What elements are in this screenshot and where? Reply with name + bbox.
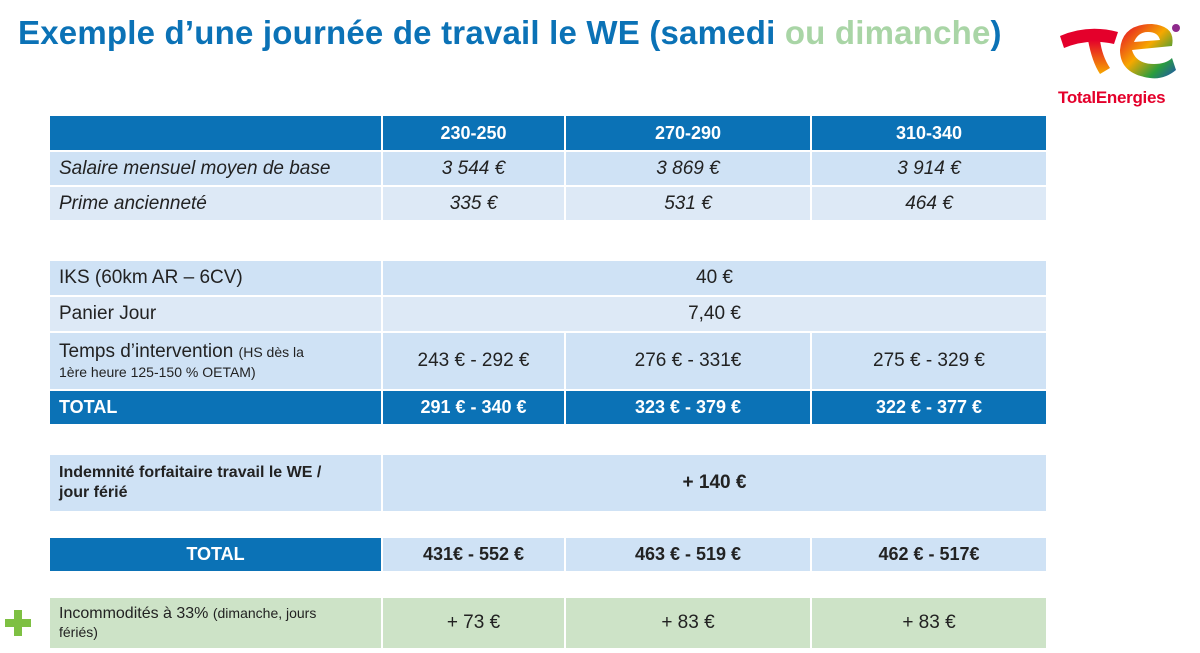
table-cell: + 83 € — [812, 598, 1046, 650]
row-label-incommodites: Incommodités à 33% (dimanche, jours féri… — [50, 598, 383, 650]
table-cell: 276 € - 331€ — [566, 333, 812, 391]
temps-label-main: Temps d’intervention — [59, 341, 239, 363]
table-cell: 335 € — [383, 187, 566, 222]
row-label-panier: Panier Jour — [50, 297, 383, 333]
table-cell: 291 € - 340 € — [383, 391, 566, 426]
table-row: Salaire mensuel moyen de base 3 544 € 3 … — [50, 152, 1046, 187]
row-label-prime: Prime ancienneté — [50, 187, 383, 222]
grand-total-table: TOTAL 431€ - 552 € 463 € - 519 € 462 € -… — [50, 538, 1046, 573]
indemnite-value: + 140 € — [383, 455, 1046, 513]
total-label: TOTAL — [50, 391, 383, 426]
plus-icon — [5, 610, 31, 636]
temps-label-note: (HS dès la — [238, 344, 304, 361]
header-empty-cell — [50, 116, 383, 152]
total-row: TOTAL 291 € - 340 € 323 € - 379 € 322 € … — [50, 391, 1046, 426]
page-title: Exemple d’une journée de travail le WE (… — [18, 14, 1002, 52]
salary-header-row: 230-250 270-290 310-340 — [50, 116, 1046, 152]
header-310-340: 310-340 — [812, 116, 1046, 152]
table-cell: + 73 € — [383, 598, 566, 650]
header-230-250: 230-250 — [383, 116, 566, 152]
table-cell: 431€ - 552 € — [383, 538, 566, 573]
logo-brand-text: TotalEnergies — [1058, 88, 1166, 107]
table-row: Temps d’intervention (HS dès la 1ère heu… — [50, 333, 1046, 391]
grand-total-label: TOTAL — [50, 538, 383, 573]
incommodites-label-main: Incommodités à 33% — [59, 605, 213, 623]
table-cell: 464 € — [812, 187, 1046, 222]
title-part-1: Exemple d’une journée de travail le WE (… — [18, 14, 785, 51]
table-cell: 243 € - 292 € — [383, 333, 566, 391]
incommodites-label-note: (dimanche, jours — [212, 605, 317, 622]
header-270-290: 270-290 — [566, 116, 812, 152]
table-cell: 275 € - 329 € — [812, 333, 1046, 391]
row-label-salaire: Salaire mensuel moyen de base — [50, 152, 383, 187]
row-label-iks: IKS (60km AR – 6CV) — [50, 261, 383, 297]
table-cell: 3 544 € — [383, 152, 566, 187]
temps-label-note-2: 1ère heure 125-150 % OETAM) — [59, 364, 256, 381]
table-cell: + 83 € — [566, 598, 812, 650]
table-cell: 7,40 € — [383, 297, 1046, 333]
table-row: IKS (60km AR – 6CV) 40 € — [50, 261, 1046, 297]
table-row: Panier Jour 7,40 € — [50, 297, 1046, 333]
table-cell: 531 € — [566, 187, 812, 222]
table-cell: 323 € - 379 € — [566, 391, 812, 426]
table-row: Prime ancienneté 335 € 531 € 464 € — [50, 187, 1046, 222]
indemnite-label-line2: jour férié — [59, 484, 128, 501]
total-row: TOTAL 431€ - 552 € 463 € - 519 € 462 € -… — [50, 538, 1046, 573]
totalenergies-logo-icon — [1060, 24, 1180, 79]
table-cell: 462 € - 517€ — [812, 538, 1046, 573]
table-cell: 463 € - 519 € — [566, 538, 812, 573]
table-row: Indemnité forfaitaire travail le WE / jo… — [50, 455, 1046, 513]
table-cell: 40 € — [383, 261, 1046, 297]
indemnite-table: Indemnité forfaitaire travail le WE / jo… — [50, 455, 1046, 513]
title-part-3: ) — [990, 14, 1002, 51]
incommodites-label-note-2: fériés) — [59, 624, 98, 641]
indemnite-label-line1: Indemnité forfaitaire travail le WE / — [59, 464, 322, 481]
table-row: Incommodités à 33% (dimanche, jours féri… — [50, 598, 1046, 650]
daily-costs-table: IKS (60km AR – 6CV) 40 € Panier Jour 7,4… — [50, 261, 1046, 426]
table-cell: 322 € - 377 € — [812, 391, 1046, 426]
totalenergies-logo: TotalEnergies — [1052, 10, 1192, 110]
incommodites-table: Incommodités à 33% (dimanche, jours féri… — [50, 598, 1046, 650]
table-cell: 3 914 € — [812, 152, 1046, 187]
row-label-temps: Temps d’intervention (HS dès la 1ère heu… — [50, 333, 383, 391]
salary-table: 230-250 270-290 310-340 Salaire mensuel … — [50, 116, 1046, 222]
table-cell: 3 869 € — [566, 152, 812, 187]
title-part-2: ou dimanche — [784, 14, 991, 51]
row-label-indemnite: Indemnité forfaitaire travail le WE / jo… — [50, 455, 383, 513]
